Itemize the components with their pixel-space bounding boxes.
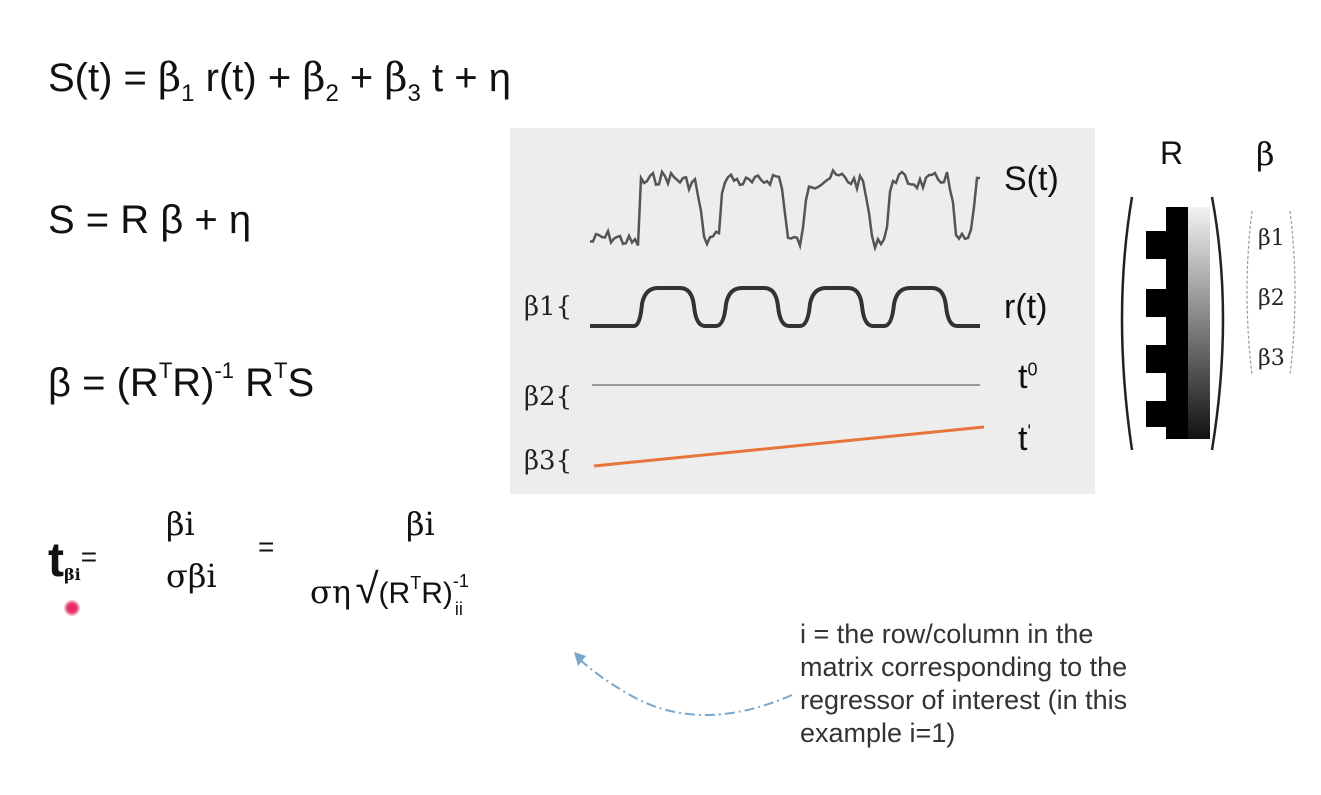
- matrix-column-constant: [1166, 207, 1188, 439]
- pointer-dot: [64, 600, 80, 616]
- beta-entry-2: β2: [1258, 286, 1285, 311]
- t-statistic-equation: tβi= βi σβi = βi ση √(RTR)-1ii: [48, 505, 469, 619]
- matrix-column-linear: [1188, 207, 1210, 439]
- model-equation: S(t) = β1 r(t) + β2 + β3 t + η: [48, 55, 511, 107]
- linear-trace: [593, 425, 985, 468]
- annotation-arrow: [574, 652, 793, 716]
- matrix-left-paren: [1120, 196, 1134, 451]
- matrix-column-regressor: [1146, 231, 1166, 427]
- matrix-r-header: R: [1160, 135, 1184, 171]
- matrix-right-paren: [1210, 196, 1225, 451]
- design-matrix: [1120, 196, 1296, 451]
- beta3-label: β3{: [524, 446, 573, 476]
- signal-trace: [589, 167, 981, 252]
- beta-left-paren: [1246, 210, 1253, 376]
- beta2-label: β2{: [524, 382, 573, 412]
- beta-entry-1: β1: [1258, 226, 1285, 251]
- solution-equation: β = (RTR)-1 RTS: [48, 358, 315, 405]
- regressor-plots: [589, 167, 985, 468]
- beta1-label: β1{: [524, 292, 573, 322]
- annotation-note: i = the row/column in the matrix corresp…: [800, 619, 1128, 748]
- regressor-trace: [590, 286, 980, 328]
- linear-label: t': [1018, 420, 1031, 458]
- matrix-equation: S = R β + η: [48, 198, 252, 242]
- beta-vector-header: β: [1256, 135, 1275, 173]
- beta-entry-3: β3: [1258, 346, 1285, 371]
- beta-right-paren: [1289, 210, 1296, 376]
- signal-label: S(t): [1004, 160, 1059, 198]
- regressor-panel: S(t) r(t) t0 t' β1{ β2{ β3{: [510, 128, 1095, 494]
- constant-label: t0: [1018, 358, 1038, 396]
- regressor-label: r(t): [1004, 288, 1048, 326]
